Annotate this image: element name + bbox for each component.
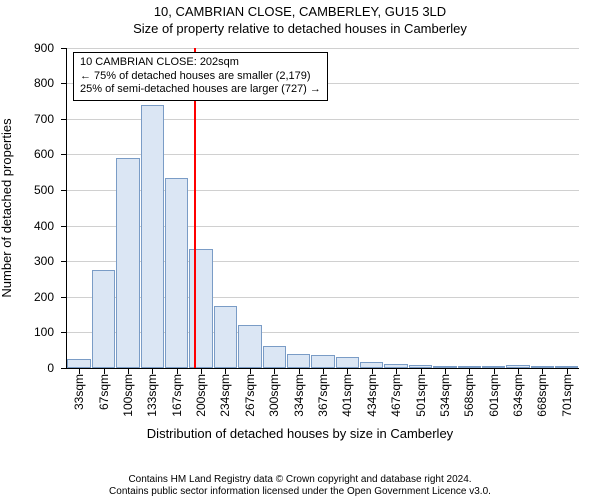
histogram-bar bbox=[141, 105, 164, 368]
histogram-bar bbox=[214, 306, 237, 368]
histogram-bar bbox=[165, 178, 188, 368]
y-tick-label: 0 bbox=[47, 361, 67, 375]
x-tick-label: 334sqm bbox=[292, 374, 306, 417]
x-tick-label: 367sqm bbox=[316, 374, 330, 417]
x-tick-label: 300sqm bbox=[267, 374, 281, 417]
x-tick-mark bbox=[567, 368, 568, 374]
x-tick-mark bbox=[421, 368, 422, 374]
x-tick-mark bbox=[372, 368, 373, 374]
chart-title-block: 10, CAMBRIAN CLOSE, CAMBERLEY, GU15 3LD … bbox=[0, 0, 600, 38]
gridline-h bbox=[67, 48, 579, 49]
histogram-bar bbox=[67, 359, 90, 368]
x-tick-mark bbox=[225, 368, 226, 374]
x-tick-label: 167sqm bbox=[170, 374, 184, 417]
histogram-bar bbox=[238, 325, 261, 368]
x-tick-mark bbox=[250, 368, 251, 374]
x-tick-label: 701sqm bbox=[560, 374, 574, 417]
y-tick-label: 100 bbox=[34, 325, 67, 339]
x-tick-label: 668sqm bbox=[535, 374, 549, 417]
footer-line-2: Contains public sector information licen… bbox=[0, 486, 600, 498]
footer: Contains HM Land Registry data © Crown c… bbox=[0, 474, 600, 498]
y-tick-label: 700 bbox=[34, 112, 67, 126]
footer-line-1: Contains HM Land Registry data © Crown c… bbox=[0, 474, 600, 486]
plot-region: 010020030040050060070080090033sqm67sqm10… bbox=[66, 48, 579, 369]
histogram-bar bbox=[287, 354, 310, 368]
x-tick-label: 434sqm bbox=[365, 374, 379, 417]
y-tick-label: 400 bbox=[34, 219, 67, 233]
x-tick-label: 67sqm bbox=[97, 374, 111, 410]
x-tick-label: 100sqm bbox=[121, 374, 135, 417]
x-tick-label: 634sqm bbox=[511, 374, 525, 417]
x-tick-label: 467sqm bbox=[389, 374, 403, 417]
x-tick-mark bbox=[79, 368, 80, 374]
x-tick-mark bbox=[128, 368, 129, 374]
x-tick-mark bbox=[494, 368, 495, 374]
x-tick-mark bbox=[396, 368, 397, 374]
histogram-bar bbox=[189, 249, 212, 368]
x-tick-label: 234sqm bbox=[218, 374, 232, 417]
x-tick-mark bbox=[201, 368, 202, 374]
y-tick-label: 300 bbox=[34, 254, 67, 268]
y-tick-label: 800 bbox=[34, 76, 67, 90]
annotation-line-2: ← 75% of detached houses are smaller (2,… bbox=[80, 70, 321, 84]
x-tick-mark bbox=[347, 368, 348, 374]
chart-area: Number of detached properties 0100200300… bbox=[0, 38, 600, 458]
x-tick-label: 33sqm bbox=[72, 374, 86, 410]
x-tick-mark bbox=[518, 368, 519, 374]
x-tick-label: 200sqm bbox=[194, 374, 208, 417]
annotation-line-1: 10 CAMBRIAN CLOSE: 202sqm bbox=[80, 56, 321, 70]
x-tick-label: 501sqm bbox=[414, 374, 428, 417]
x-tick-mark bbox=[152, 368, 153, 374]
y-tick-label: 200 bbox=[34, 290, 67, 304]
x-tick-mark bbox=[469, 368, 470, 374]
y-tick-label: 900 bbox=[34, 41, 67, 55]
x-tick-mark bbox=[542, 368, 543, 374]
x-tick-mark bbox=[104, 368, 105, 374]
x-tick-mark bbox=[445, 368, 446, 374]
x-tick-mark bbox=[323, 368, 324, 374]
title-line-1: 10, CAMBRIAN CLOSE, CAMBERLEY, GU15 3LD bbox=[0, 4, 600, 21]
x-tick-label: 267sqm bbox=[243, 374, 257, 417]
histogram-bar bbox=[92, 270, 115, 368]
x-tick-label: 133sqm bbox=[145, 374, 159, 417]
x-tick-mark bbox=[299, 368, 300, 374]
title-line-2: Size of property relative to detached ho… bbox=[0, 21, 600, 38]
histogram-bar bbox=[336, 357, 359, 368]
x-tick-mark bbox=[274, 368, 275, 374]
annotation-line-3: 25% of semi-detached houses are larger (… bbox=[80, 83, 321, 97]
y-tick-label: 600 bbox=[34, 147, 67, 161]
annotation-box: 10 CAMBRIAN CLOSE: 202sqm ← 75% of detac… bbox=[73, 52, 328, 101]
y-axis-label: Number of detached properties bbox=[0, 118, 14, 297]
x-tick-label: 568sqm bbox=[462, 374, 476, 417]
y-tick-label: 500 bbox=[34, 183, 67, 197]
histogram-bar bbox=[263, 346, 286, 367]
histogram-bar bbox=[311, 355, 334, 367]
x-tick-mark bbox=[177, 368, 178, 374]
x-axis-label: Distribution of detached houses by size … bbox=[0, 426, 600, 441]
x-tick-label: 401sqm bbox=[340, 374, 354, 417]
x-tick-label: 601sqm bbox=[487, 374, 501, 417]
x-tick-label: 534sqm bbox=[438, 374, 452, 417]
histogram-bar bbox=[116, 158, 139, 368]
